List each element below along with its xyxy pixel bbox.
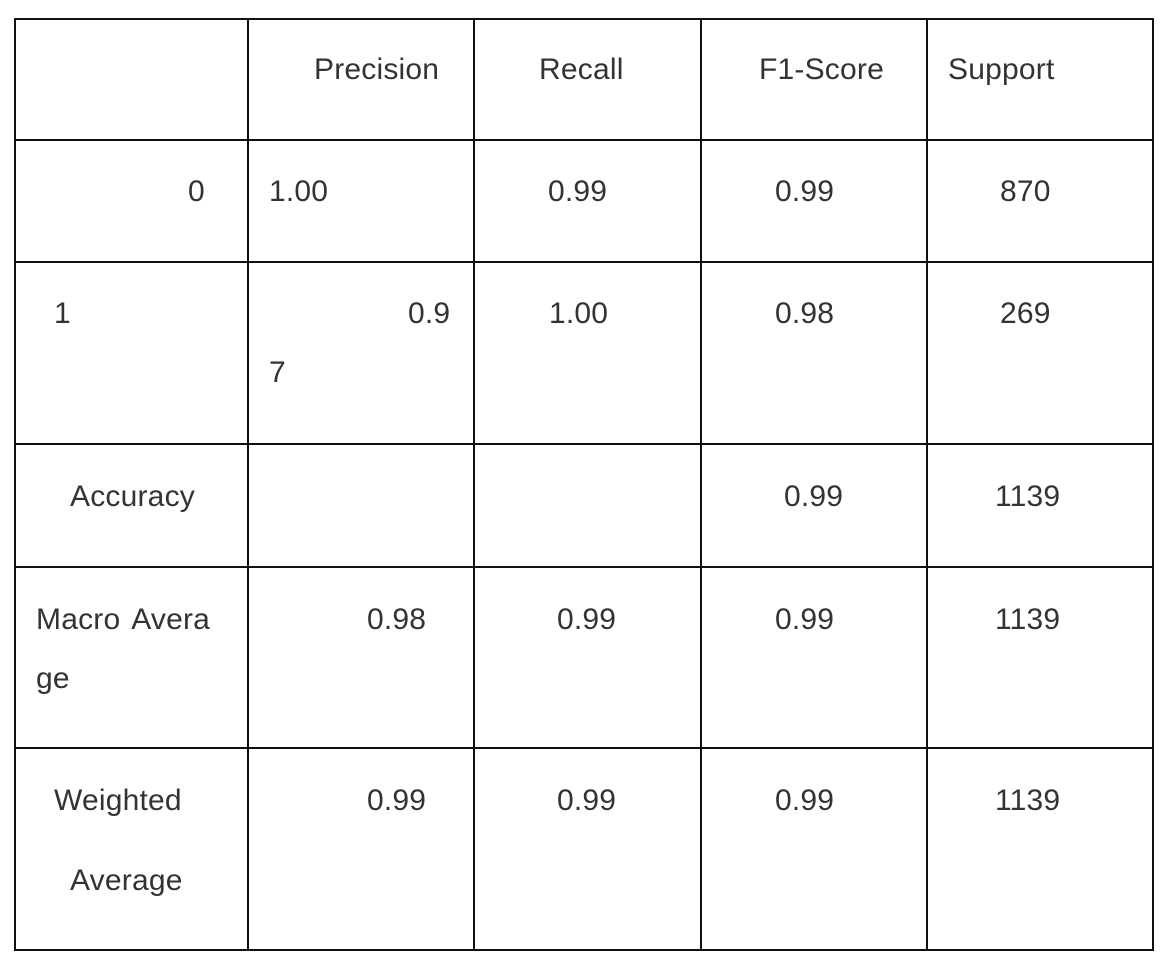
support-value: 1139	[995, 602, 1061, 636]
row-label-text-line2: Average	[70, 863, 183, 897]
support-cell: 1139	[926, 565, 1154, 749]
table-row: 1 0.9 7 1.00 0.98 269	[14, 261, 1154, 446]
row-label-cell: 1	[14, 261, 249, 446]
f1-score-cell: 0.99	[700, 139, 928, 264]
row-label-text-line1: Weighted	[54, 783, 182, 817]
header-f1-score-text: F1-Score	[759, 53, 884, 86]
precision-value-line2: 7	[269, 356, 286, 390]
precision-cell: 0.9 7	[247, 261, 475, 446]
precision-value-line1: 0.9	[408, 297, 451, 331]
f1-score-value: 0.99	[775, 602, 835, 636]
support-value: 269	[1000, 297, 1051, 331]
support-value: 1139	[995, 480, 1061, 514]
header-row: Precision Recall F1-Score Support	[14, 17, 1154, 142]
support-cell: 870	[926, 139, 1154, 264]
precision-value: 1.00	[269, 175, 329, 209]
recall-value: 1.00	[549, 297, 609, 331]
precision-value: 0.98	[367, 602, 427, 636]
header-support-text: Support	[948, 53, 1055, 86]
row-label-text: Accuracy	[70, 480, 195, 514]
support-cell: 269	[926, 261, 1154, 446]
row-label-cell: Macro Avera ge	[14, 565, 249, 749]
table-row: Weighted Average 0.99 0.99 0.99 1139	[14, 746, 1154, 952]
row-label-cell: Weighted Average	[14, 746, 249, 952]
recall-value: 0.99	[557, 602, 617, 636]
support-cell: 1139	[926, 443, 1154, 568]
f1-score-cell: 0.98	[700, 261, 928, 446]
row-label-cell: Accuracy	[14, 443, 249, 568]
recall-cell: 1.00	[473, 261, 702, 446]
header-cell-row-label	[14, 17, 249, 142]
table-row: Accuracy 0.99 1139	[14, 443, 1154, 568]
row-label-cell: 0	[14, 139, 249, 264]
row-label-text-line2: ge	[36, 661, 70, 695]
precision-cell	[247, 443, 475, 568]
precision-cell: 1.00	[247, 139, 475, 264]
recall-cell: 0.99	[473, 139, 702, 264]
header-recall-text: Recall	[539, 53, 624, 86]
precision-cell: 0.99	[247, 746, 475, 952]
recall-cell	[473, 443, 702, 568]
f1-score-value: 0.98	[775, 297, 835, 331]
header-precision-text: Precision	[314, 53, 440, 86]
f1-score-cell: 0.99	[700, 746, 928, 952]
header-cell-f1-score: F1-Score	[700, 17, 928, 142]
header-cell-recall: Recall	[473, 17, 702, 142]
row-label-text: 1	[54, 297, 71, 331]
f1-score-value: 0.99	[775, 783, 835, 817]
f1-score-cell: 0.99	[700, 443, 928, 568]
table-row: 0 1.00 0.99 0.99 870	[14, 139, 1154, 264]
precision-cell: 0.98	[247, 565, 475, 749]
f1-score-value: 0.99	[784, 480, 844, 514]
f1-score-value: 0.99	[775, 175, 835, 209]
table-row: Macro Avera ge 0.98 0.99 0.99 1139	[14, 565, 1154, 749]
recall-value: 0.99	[557, 783, 617, 817]
f1-score-cell: 0.99	[700, 565, 928, 749]
recall-value: 0.99	[548, 175, 608, 209]
recall-cell: 0.99	[473, 746, 702, 952]
precision-value: 0.99	[367, 783, 427, 817]
header-cell-support: Support	[926, 17, 1154, 142]
classification-report-table: Precision Recall F1-Score Support 0 1.00…	[14, 17, 1154, 952]
row-label-text: 0	[188, 175, 205, 209]
support-value: 870	[1000, 175, 1051, 209]
row-label-text-line1: Macro Avera	[36, 602, 211, 636]
support-cell: 1139	[926, 746, 1154, 952]
header-cell-precision: Precision	[247, 17, 475, 142]
support-value: 1139	[995, 783, 1061, 817]
recall-cell: 0.99	[473, 565, 702, 749]
